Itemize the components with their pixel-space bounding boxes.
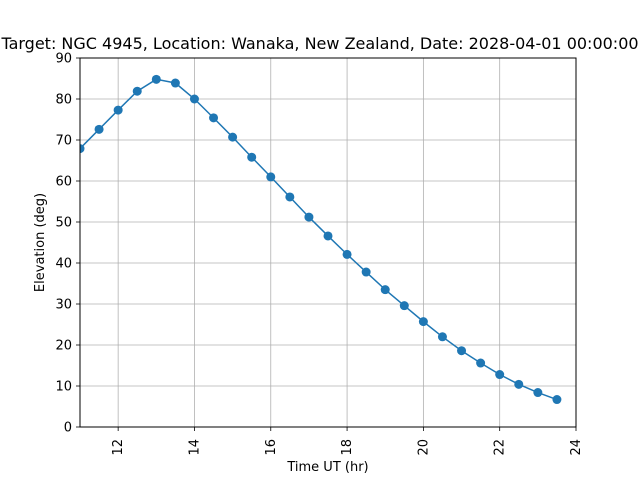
elevation-point	[209, 113, 219, 123]
elevation-point	[132, 86, 142, 96]
y-tick-label: 40	[55, 257, 72, 272]
series-layer	[80, 74, 562, 405]
elevation-point	[533, 388, 543, 398]
elevation-point	[514, 379, 524, 389]
elevation-point	[151, 74, 161, 84]
elevation-point	[189, 94, 199, 104]
elevation-point	[94, 124, 104, 134]
elevation-point	[304, 212, 314, 222]
y-axis-ticks: 0 10 20 30 40 50 60 70 80 90	[55, 52, 80, 436]
elevation-point	[170, 78, 180, 88]
elevation-point	[80, 144, 85, 154]
plot-frame	[79, 57, 577, 428]
elevation-point	[399, 301, 409, 311]
elevation-point	[323, 231, 333, 241]
elevation-point	[418, 317, 428, 327]
elevation-point	[457, 346, 467, 356]
x-tick-label: 20	[416, 439, 431, 456]
x-tick-label: 18	[340, 439, 355, 456]
chart-title: Target: NGC 4945, Location: Wanaka, New …	[0, 34, 638, 53]
y-tick-label: 20	[55, 339, 72, 354]
elevation-point	[266, 172, 276, 182]
x-tick-label: 12	[111, 439, 126, 456]
elevation-point	[495, 370, 505, 380]
y-axis-label: Elevation (deg)	[33, 193, 48, 292]
x-tick-label: 24	[569, 439, 584, 456]
elevation-point	[247, 152, 257, 162]
elevation-point	[552, 395, 562, 405]
elevation-point	[285, 192, 295, 202]
elevation-point	[228, 132, 238, 142]
y-tick-label: 60	[55, 175, 72, 190]
x-tick-label: 22	[493, 439, 508, 456]
y-tick-label: 90	[55, 52, 72, 67]
elevation-point	[342, 249, 352, 259]
x-tick-label: 14	[187, 439, 202, 456]
elevation-point	[361, 267, 371, 277]
y-tick-label: 50	[55, 216, 72, 231]
y-tick-label: 70	[55, 134, 72, 149]
x-axis-label: Time UT (hr)	[286, 460, 368, 475]
elevation-point	[437, 332, 447, 342]
y-tick-label: 10	[55, 380, 72, 395]
x-tick-label: 16	[264, 439, 279, 456]
elevation-point	[476, 358, 486, 368]
y-tick-label: 0	[64, 421, 72, 436]
x-axis-ticks: 12 14 16 18 20 22 24	[111, 427, 584, 456]
elevation-point	[380, 285, 390, 295]
elevation-point	[113, 105, 123, 115]
y-tick-label: 30	[55, 298, 72, 313]
y-tick-label: 80	[55, 93, 72, 108]
